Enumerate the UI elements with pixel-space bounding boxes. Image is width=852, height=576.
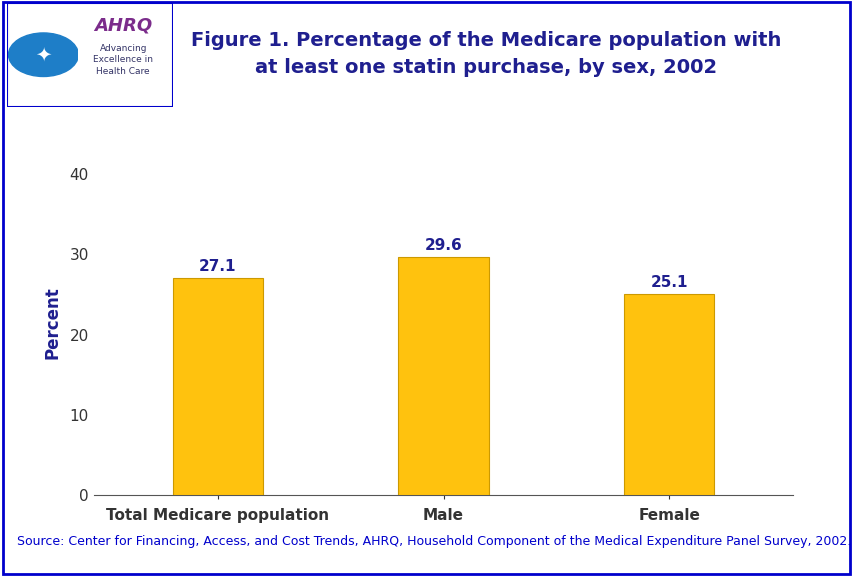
Circle shape [9, 33, 78, 77]
Bar [398, 257, 488, 495]
Text: 25.1: 25.1 [650, 275, 687, 290]
Text: ✦: ✦ [35, 46, 51, 64]
Text: Advancing
Excellence in
Health Care: Advancing Excellence in Health Care [93, 44, 153, 76]
Y-axis label: Percent: Percent [43, 286, 61, 359]
Text: Source: Center for Financing, Access, and Cost Trends, AHRQ, Household Component: Source: Center for Financing, Access, an… [17, 535, 850, 548]
Text: AHRQ: AHRQ [94, 17, 153, 35]
Text: 29.6: 29.6 [424, 238, 462, 253]
Text: 27.1: 27.1 [199, 259, 236, 274]
Bar [173, 278, 262, 495]
Bar [624, 294, 713, 495]
Text: Figure 1. Percentage of the Medicare population with
at least one statin purchas: Figure 1. Percentage of the Medicare pop… [191, 31, 780, 77]
Bar [78, 18, 170, 91]
